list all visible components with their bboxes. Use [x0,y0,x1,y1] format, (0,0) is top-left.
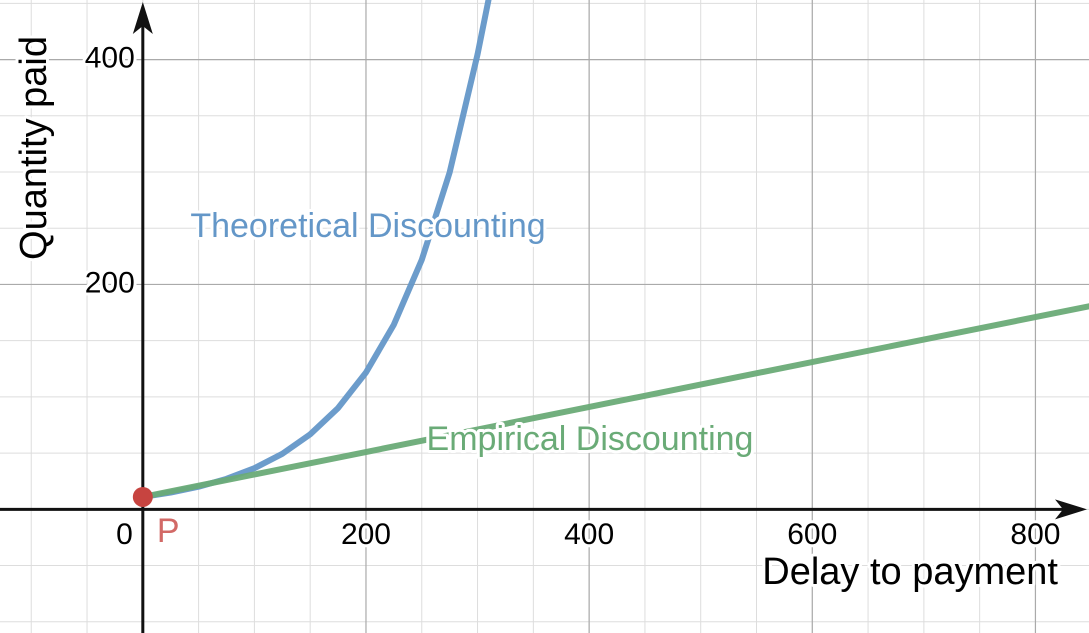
series-label: Theoretical Discounting [190,207,545,245]
x-axis-arrow [1055,499,1087,520]
series-line [139,303,1089,500]
y-tick-label: 400 [85,42,135,75]
curves [132,0,1089,507]
x-tick-label: 600 [787,518,837,551]
y-tick-label: 200 [85,266,135,299]
series-label: Empirical Discounting [427,420,754,458]
y-axis-arrow [132,2,153,34]
labels: 0 200 400 600 800 200 400 Theoretical Discounti… [10,33,1063,596]
point [132,486,153,507]
point-label: P [157,512,180,550]
x-axis-label: Delay to payment [762,551,1058,593]
x-tick-label: 0 [116,518,133,551]
x-tick-label: 800 [1010,518,1060,551]
x-tick-label: 200 [341,518,391,551]
y-axis-label: Quantity paid [13,36,55,260]
x-tick-label: 400 [564,518,614,551]
